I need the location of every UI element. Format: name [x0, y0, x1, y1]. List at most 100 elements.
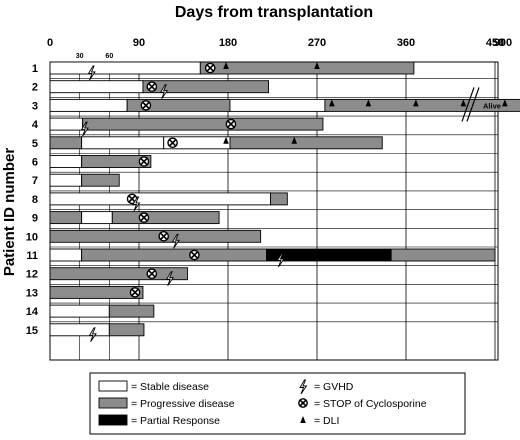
bar-segment-stable [49, 173, 83, 187]
patient-row: 4 [32, 117, 324, 137]
legend-label-gvhd: = GVHD [314, 381, 354, 393]
patient-id-label: 8 [32, 194, 38, 206]
bar-segment-progressive [111, 211, 220, 225]
stop-cyclosporine-icon [129, 287, 141, 298]
bar-segment-stable [81, 211, 113, 225]
bar-segment-progressive [49, 285, 144, 299]
dli-icon [365, 99, 372, 107]
patient-id-label: 13 [26, 287, 38, 299]
patient-row: 9 [32, 211, 220, 225]
dli-icon [460, 99, 467, 107]
gvhd-icon [276, 252, 285, 268]
gvhd-icon [132, 196, 141, 212]
bar-segment-progressive [229, 136, 383, 150]
bar-segment-progressive [270, 192, 288, 206]
dli-icon [300, 416, 306, 423]
dli-icon [502, 99, 508, 107]
gvhd-icon [159, 84, 169, 99]
legend-label-dli: = DLI [314, 415, 339, 427]
legend-label-partial: = Partial Response [131, 415, 220, 427]
patient-id-label: 11 [26, 250, 38, 262]
gvhd-icon [87, 65, 96, 81]
bar-segment-partial [266, 248, 392, 262]
dli-icon [223, 136, 229, 144]
patient-row: 8 [32, 192, 288, 212]
patient-id-label: 9 [32, 213, 38, 225]
bar-segment-stable [49, 323, 110, 337]
bar-segment-progressive [49, 229, 262, 243]
stop-cyclosporine-icon [167, 137, 178, 149]
patient-row: 12 [26, 267, 188, 286]
patient-row: 14 [26, 304, 155, 318]
stop-cyclosporine-icon [126, 193, 138, 205]
dli-icon [329, 99, 335, 107]
stop-cyclosporine-icon [298, 398, 308, 408]
patient-row: 10 [26, 229, 262, 249]
bar-segment-stable [49, 248, 83, 262]
bar-segment-progressive [142, 80, 269, 94]
patient-id-label: 5 [32, 138, 38, 150]
stop-cyclosporine-icon [225, 118, 237, 130]
chart-title: Days from transplantation [175, 4, 373, 21]
x-tick-label: 270 [308, 37, 326, 49]
bar-segment-progressive [49, 136, 83, 150]
gvhd-icon [88, 327, 97, 343]
gvhd-icon [80, 121, 89, 137]
bar-segment-stable [49, 304, 110, 318]
bar-segment-progressive [108, 304, 155, 318]
x-minor-tick-label: 30 [76, 53, 84, 60]
patient-id-label: 1 [32, 63, 38, 75]
patient-id-label: 6 [32, 157, 38, 169]
x-tick-label: 0 [47, 37, 53, 49]
alive-label: Alive [483, 101, 501, 110]
stop-cyclosporine-icon [138, 156, 150, 167]
bar-segment-stable [49, 117, 84, 131]
patient-row: 15 [26, 323, 145, 343]
bar-segment-stable [49, 192, 271, 206]
legend-box [89, 372, 466, 435]
x-tick-label: 360 [397, 37, 415, 49]
dli-icon [291, 136, 298, 144]
bar-segment-progressive [108, 323, 145, 337]
stop-cyclosporine-icon [146, 81, 158, 92]
patient-id-label: 14 [26, 306, 39, 318]
bar-segment-stable [49, 80, 144, 94]
patient-row: 11 [26, 248, 496, 268]
patient-row: 1 [32, 61, 415, 81]
legend-label-progressive: = Progressive disease [131, 398, 235, 410]
legend-swatch-stable [98, 380, 128, 392]
stop-cyclosporine-icon [189, 249, 200, 261]
x-minor-tick-label: 60 [105, 53, 113, 60]
bar-segment-stable [49, 98, 128, 112]
stop-cyclosporine-icon [146, 268, 158, 280]
bar-segment-stable [49, 61, 201, 75]
stop-cyclosporine-icon [204, 62, 216, 74]
gvhd-icon [171, 233, 180, 249]
stop-cyclosporine-icon [158, 230, 170, 242]
patient-id-label: 15 [26, 325, 38, 337]
gvhd-icon [299, 379, 308, 395]
dli-icon [223, 62, 229, 69]
bar-segment-stable [49, 155, 83, 168]
gvhd-icon [165, 271, 175, 286]
stop-cyclosporine-icon [140, 100, 152, 111]
patient-id-label: 3 [32, 100, 38, 112]
bar-segment-progressive [81, 173, 120, 187]
bar-segment-progressive [49, 267, 188, 281]
x-tick-label: 900 [494, 37, 512, 49]
bar-segment-stable [81, 136, 165, 150]
patient-id-label: 7 [32, 175, 38, 187]
y-axis-label: Patient ID number [1, 148, 18, 277]
stop-cyclosporine-icon [138, 212, 150, 223]
patient-id-label: 10 [26, 231, 38, 243]
dli-icon [314, 62, 320, 69]
legend-label-stop: = STOP of Cyclosporine [314, 398, 427, 410]
bar-segment-progressive [390, 248, 496, 262]
patient-id-label: 12 [26, 269, 38, 281]
legend-swatch-partial [98, 414, 128, 426]
bar-segment-progressive [199, 61, 415, 75]
patient-id-label: 2 [32, 82, 38, 94]
